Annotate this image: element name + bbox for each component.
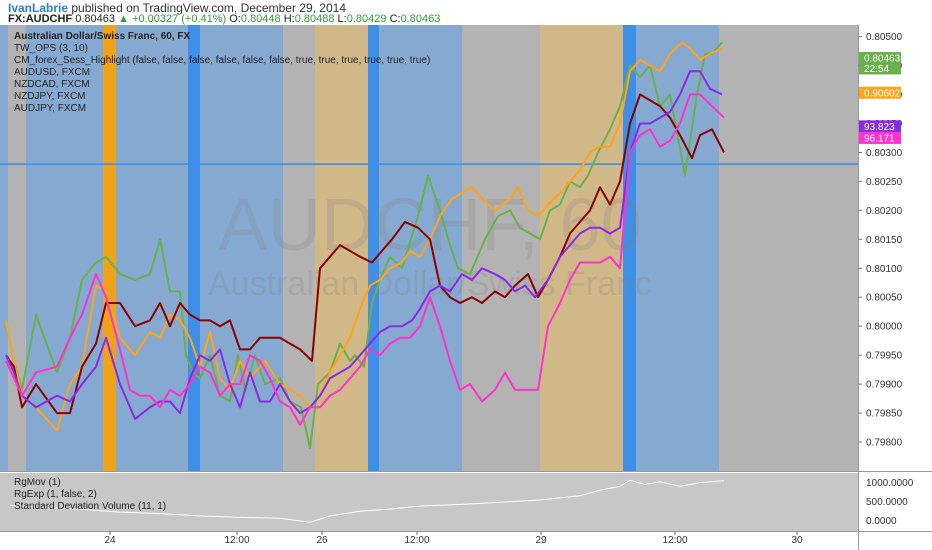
session-band-2 bbox=[26, 25, 103, 471]
price-tick-label: 0.80300 bbox=[866, 148, 903, 159]
price-tick-label: 0.80250 bbox=[866, 177, 903, 188]
session-highlights bbox=[0, 25, 858, 471]
price-tick-label: 0.79950 bbox=[866, 351, 903, 362]
price-tick-label: 0.79900 bbox=[866, 380, 903, 391]
price-tick-label: 0.80050 bbox=[866, 293, 903, 304]
series-line-4[interactable] bbox=[5, 93, 725, 426]
legend-tw-ops[interactable]: TW_OPS (3, 10) bbox=[14, 43, 88, 54]
session-band-4 bbox=[116, 25, 188, 471]
subpane-tick-label: 0.0000 bbox=[866, 516, 897, 527]
time-tick-label: 12:00 bbox=[404, 535, 429, 546]
series-line-1[interactable] bbox=[5, 41, 723, 432]
session-band-3 bbox=[103, 25, 116, 471]
published-text: published on TradingView.com, December 2… bbox=[71, 1, 346, 15]
up-triangle-icon: ▲ bbox=[118, 13, 129, 25]
price-label: 96.171 bbox=[864, 133, 895, 144]
high-value: 0.80488 bbox=[294, 13, 335, 25]
series-line-0[interactable] bbox=[5, 41, 723, 449]
symbol-header: FX:AUDCHF 0.80463 ▲ +0.00327 (+0.41%) O:… bbox=[8, 13, 440, 25]
price-tick-label: 0.79800 bbox=[866, 438, 903, 449]
legend-nzdjpy[interactable]: NZDJPY, FXCM bbox=[14, 91, 86, 102]
subpane-axis: 1000.0000 500.0000 0.0000 bbox=[866, 478, 914, 527]
price-label-box bbox=[859, 86, 901, 99]
session-band-14 bbox=[636, 25, 719, 471]
time-tick-label: 24 bbox=[104, 535, 116, 546]
price-change: +0.00327 (+0.41%) bbox=[132, 13, 227, 25]
price-label-box bbox=[859, 131, 901, 144]
session-band-0 bbox=[0, 25, 8, 471]
session-band-13 bbox=[623, 25, 636, 471]
legend-rgmov[interactable]: RgMov (1) bbox=[14, 477, 61, 488]
series-lines bbox=[0, 41, 858, 449]
time-axis[interactable]: 24 12:00 26 12:00 29 12:00 30 bbox=[104, 531, 803, 546]
price-label-box bbox=[859, 62, 901, 75]
price-tick-label: 0.80100 bbox=[866, 264, 903, 275]
time-tick-label: 29 bbox=[535, 535, 547, 546]
watermark: AUDCHF, 60 Australian Dollar/Swiss Franc bbox=[208, 183, 652, 303]
high-label: H: bbox=[283, 13, 295, 25]
symbol-name: FX:AUDCHF bbox=[8, 13, 73, 25]
legend-main-series[interactable]: Australian Dollar/Swiss Franc, 60, FX bbox=[14, 31, 191, 42]
session-band-12 bbox=[540, 25, 623, 471]
series-line-3[interactable] bbox=[5, 70, 723, 420]
low-label: L: bbox=[337, 13, 347, 25]
legend-audjpy[interactable]: AUDJPY, FXCM bbox=[14, 103, 87, 114]
open-value: 0.80448 bbox=[240, 13, 281, 25]
time-tick-label: 12:00 bbox=[224, 535, 249, 546]
subpane-series-line[interactable] bbox=[9, 479, 725, 523]
price-label: 22:54 bbox=[864, 64, 889, 75]
author-name[interactable]: IvanLabrie bbox=[8, 1, 69, 15]
legend-session-highlight[interactable]: CM_forex_Sess_Highlight (false, false, f… bbox=[14, 55, 431, 66]
low-value: 0.80429 bbox=[346, 13, 387, 25]
last-price: 0.80463 bbox=[75, 13, 115, 25]
subpane-tick-label: 1000.0000 bbox=[866, 478, 914, 489]
session-band-10 bbox=[379, 25, 462, 471]
price-tick-label: 0.80200 bbox=[866, 206, 903, 217]
price-tick-label: 0.80150 bbox=[866, 235, 903, 246]
session-band-11 bbox=[462, 25, 540, 471]
price-label: 0.90602 bbox=[864, 88, 901, 99]
price-tick-label: 0.80500 bbox=[866, 32, 903, 43]
legend-rgexp[interactable]: RgExp (1, false, 2) bbox=[14, 489, 97, 500]
series-line-2[interactable] bbox=[5, 93, 725, 415]
legend-audusd[interactable]: AUDUSD, FXCM bbox=[14, 67, 91, 78]
time-tick-label: 30 bbox=[791, 535, 803, 546]
close-value: 0.80463 bbox=[400, 13, 441, 25]
session-band-9 bbox=[368, 25, 379, 471]
legend-std-dev-volume[interactable]: Standard Deviation Volume (11, 1) bbox=[14, 501, 167, 512]
price-label-box bbox=[859, 120, 901, 133]
session-band-5 bbox=[188, 25, 200, 471]
close-label: C: bbox=[389, 13, 401, 25]
price-tick-label: 0.80000 bbox=[866, 322, 903, 333]
subpane-background bbox=[0, 473, 858, 531]
subpane-tick-label: 500.0000 bbox=[866, 497, 908, 508]
session-band-1 bbox=[8, 25, 26, 471]
watermark-symbol: AUDCHF, 60 bbox=[218, 183, 642, 266]
price-chart[interactable]: AUDCHF, 60 Australian Dollar/Swiss Franc… bbox=[0, 25, 932, 550]
time-tick-label: 26 bbox=[316, 535, 328, 546]
legend-nzdcad[interactable]: NZDCAD, FXCM bbox=[14, 79, 90, 90]
subpane-lines bbox=[9, 479, 725, 523]
open-label: O: bbox=[229, 13, 241, 25]
publish-info: IvanLabrie published on TradingView.com,… bbox=[8, 1, 346, 15]
session-band-15 bbox=[719, 25, 858, 471]
price-label: 93.823 bbox=[864, 122, 895, 133]
price-label-box bbox=[859, 52, 901, 65]
price-label: 0.80463 bbox=[864, 54, 901, 65]
time-tick-label: 12:00 bbox=[662, 535, 687, 546]
session-band-8 bbox=[315, 25, 368, 471]
session-band-6 bbox=[200, 25, 283, 471]
price-tick-label: 0.79850 bbox=[866, 409, 903, 420]
